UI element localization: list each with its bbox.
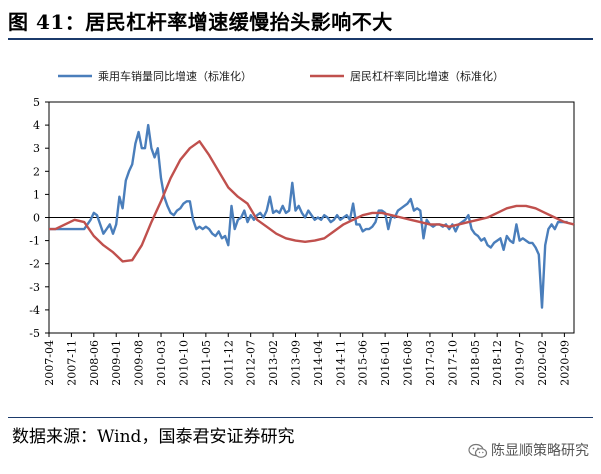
- x-tick-label: 2018-05: [469, 340, 482, 386]
- x-tick-label: 2007-04: [43, 340, 56, 386]
- y-tick-label: 1: [33, 188, 40, 201]
- x-tick-label: 2011-05: [200, 340, 213, 386]
- y-tick-label: -2: [29, 258, 40, 271]
- x-tick-label: 2013-02: [267, 340, 280, 386]
- y-tick-label: 0: [33, 212, 40, 225]
- watermark-text: 陈显顺策略研究: [491, 443, 589, 459]
- x-tick-label: 2017-03: [424, 340, 437, 386]
- y-tick-label: -3: [29, 281, 40, 294]
- line-chart: 乘用车销量同比增速（标准化） 居民杠杆率同比增速（标准化） 5 4 3 2 1 0 -1 -2 -…: [29, 69, 575, 386]
- y-tick-label: 3: [33, 142, 40, 155]
- watermark: 陈显顺策略研究: [468, 440, 589, 460]
- x-tick-label: 2007-11: [65, 340, 78, 386]
- y-tick-label: 2: [33, 165, 40, 178]
- chart-legend: 乘用车销量同比增速（标准化） 居民杠杆率同比增速（标准化）: [58, 69, 504, 83]
- series-line-2: [49, 140, 575, 263]
- x-tick-label: 2016-08: [402, 340, 415, 386]
- x-tick-label: 2019-07: [514, 340, 527, 386]
- x-tick-label: 2020-02: [536, 340, 549, 386]
- x-tick-label: 2020-09: [558, 340, 571, 386]
- y-tick-label: -1: [29, 235, 40, 248]
- x-tick-label: 2014-04: [312, 340, 325, 386]
- x-tick-label: 2017-10: [446, 340, 459, 386]
- source-divider: [8, 417, 593, 418]
- x-tick-label: 2009-01: [110, 340, 123, 386]
- x-tick-label: 2012-07: [245, 340, 258, 386]
- y-tick-label: 5: [33, 96, 40, 109]
- series-line-1: [49, 123, 568, 309]
- data-source: 数据来源：Wind，国泰君安证券研究: [12, 427, 295, 447]
- title-divider: [8, 38, 593, 40]
- figure-title: 图 41：居民杠杆率增速缓慢抬头影响不大: [8, 10, 393, 34]
- x-tick-label: 2009-08: [133, 340, 146, 386]
- x-tick-label: 2018-12: [491, 340, 504, 386]
- x-tick-label: 2014-11: [334, 340, 347, 386]
- x-tick-label: 2015-06: [357, 340, 370, 386]
- y-tick-label: -5: [29, 327, 40, 340]
- x-tick-label: 2016-01: [379, 340, 392, 386]
- x-tick-label: 2008-06: [88, 340, 101, 386]
- x-tick-label: 2011-12: [222, 340, 235, 386]
- x-tick-label: 2013-09: [289, 340, 302, 386]
- x-tick-label: 2010-03: [155, 340, 168, 386]
- x-tick-label: 2010-10: [177, 340, 190, 386]
- legend-label-2: 居民杠杆率同比增速（标准化）: [350, 69, 504, 83]
- y-tick-label: 4: [33, 119, 40, 132]
- y-tick-label: -4: [29, 304, 40, 317]
- wechat-icon: [468, 443, 488, 458]
- legend-label-1: 乘用车销量同比增速（标准化）: [98, 69, 252, 83]
